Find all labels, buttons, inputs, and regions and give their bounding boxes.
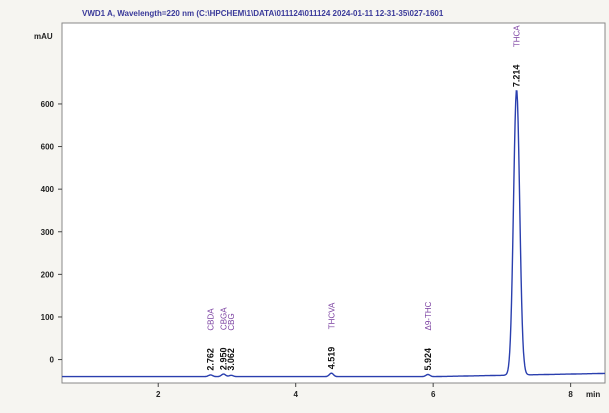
peak-name-label: THCVA <box>327 302 336 329</box>
plot-area <box>61 22 606 384</box>
peak-name-label: THCA <box>513 25 522 47</box>
y-tick-label: 600 <box>41 100 55 109</box>
peak-rt-label: 7.214 <box>512 65 522 88</box>
peak-name-label: CBGA <box>220 307 229 330</box>
peak-rt-label: 5.924 <box>423 348 433 371</box>
peak-name-label: CBG <box>227 313 236 330</box>
peak-labels: 2.762 CBDA 2.950 CBGA 3.062 CBG 4.519 THCVA 5.92… <box>206 25 522 371</box>
y-tick-label: 300 <box>41 228 55 237</box>
axis-ticks: 0 100 200 300 400 600 600 2 4 6 8 <box>41 100 574 399</box>
peak-rt-label: 2.950 <box>219 348 229 371</box>
x-tick-label: 2 <box>156 390 161 399</box>
y-tick-label: 100 <box>41 313 55 322</box>
x-tick-label: 6 <box>431 390 436 399</box>
y-tick-label: 0 <box>50 356 55 365</box>
chromatogram-trace <box>62 90 605 378</box>
peak-rt-label: 3.062 <box>226 348 236 371</box>
x-tick-label: 8 <box>568 390 573 399</box>
peak-name-label: CBDA <box>207 308 216 331</box>
peak-rt-label: 4.519 <box>326 347 336 370</box>
chart-title: VWD1 A, Wavelength=220 nm (C:\HPCHEM\1\D… <box>82 9 444 18</box>
peak-name-label: Δ9-THC <box>424 301 433 330</box>
x-axis-unit: min <box>586 390 600 399</box>
y-axis-unit: mAU <box>34 32 53 41</box>
y-tick-label: 600 <box>41 143 55 152</box>
x-tick-label: 4 <box>293 390 298 399</box>
y-tick-label: 200 <box>41 270 55 279</box>
y-tick-label: 400 <box>41 185 55 194</box>
peak-rt-label: 2.762 <box>206 348 216 371</box>
